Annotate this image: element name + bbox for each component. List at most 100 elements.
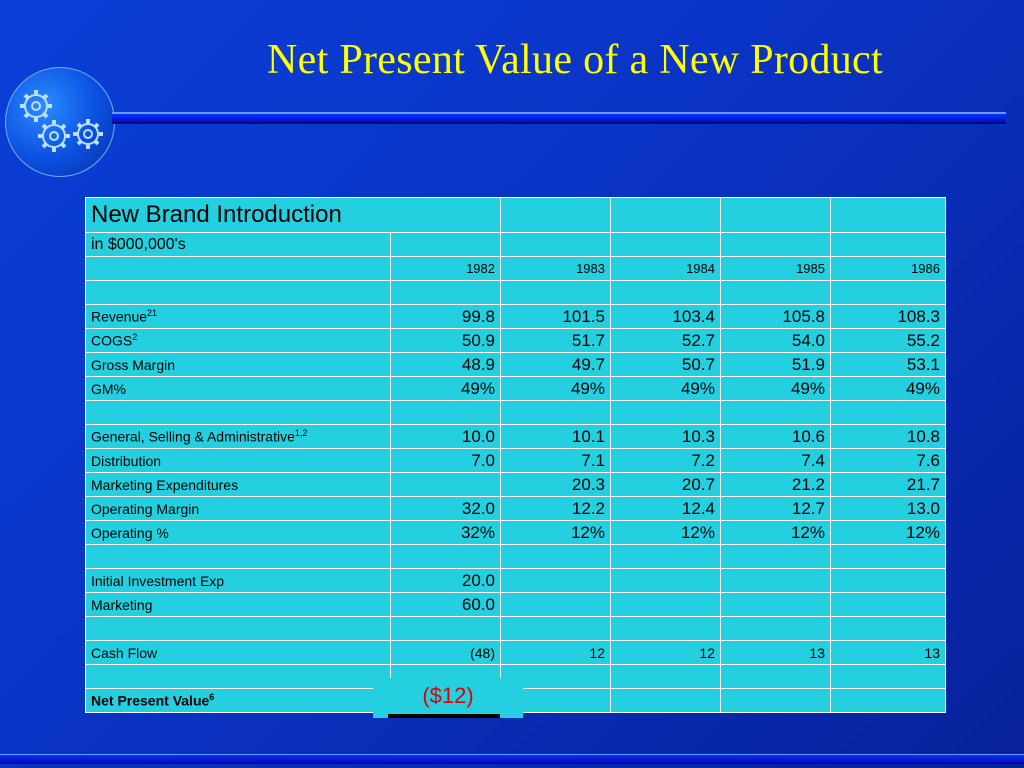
years-row: 1982 1983 1984 1985 1986 [85, 256, 946, 281]
value-cell [610, 592, 721, 617]
value-cell: 7.2 [610, 448, 721, 473]
value-cell: 20.3 [500, 472, 611, 497]
row-label: Marketing Expenditures [85, 472, 391, 497]
value-cell: 48.9 [390, 352, 501, 377]
value-cell: 52.7 [610, 328, 721, 353]
table-row: Initial Investment Exp 20.0 [85, 568, 946, 593]
year-header: 1983 [500, 256, 611, 281]
value-cell [720, 568, 831, 593]
value-cell: 7.1 [500, 448, 611, 473]
spacer-row [85, 544, 946, 569]
spacer-row [85, 280, 946, 305]
value-cell: 108.3 [830, 304, 946, 329]
value-cell: 7.6 [830, 448, 946, 473]
spacer-row [85, 400, 946, 425]
table-row: Operating % 32% 12% 12% 12% 12% [85, 520, 946, 545]
row-label: Operating Margin [85, 496, 391, 521]
value-cell: 7.0 [390, 448, 501, 473]
value-cell: 50.7 [610, 352, 721, 377]
table-row: Marketing 60.0 [85, 592, 946, 617]
value-cell: 7.4 [720, 448, 831, 473]
value-cell: 55.2 [830, 328, 946, 353]
value-cell: 60.0 [390, 592, 501, 617]
table-row: Cash Flow (48) 12 12 13 13 [85, 640, 946, 665]
value-cell [500, 568, 611, 593]
value-cell [830, 568, 946, 593]
table-row: Distribution 7.0 7.1 7.2 7.4 7.6 [85, 448, 946, 473]
footnote-marker: 21 [147, 308, 158, 319]
footnote-marker: 2 [132, 332, 138, 343]
value-cell [610, 568, 721, 593]
value-cell: 105.8 [720, 304, 831, 329]
value-cell: 12% [500, 520, 611, 545]
npv-underline [388, 714, 500, 718]
value-cell: 12 [500, 640, 611, 665]
value-cell: 49% [500, 376, 611, 401]
value-cell: 13 [720, 640, 831, 665]
row-label: GM% [85, 376, 391, 401]
value-cell: 13 [830, 640, 946, 665]
row-label: Initial Investment Exp [85, 568, 391, 593]
row-label: Marketing [85, 592, 391, 617]
value-cell [830, 592, 946, 617]
value-cell: 10.0 [390, 424, 501, 449]
value-cell: 21.7 [830, 472, 946, 497]
table-row: General, Selling & Administrative1,2 10.0… [85, 424, 946, 449]
row-label: General, Selling & Administrative1,2 [85, 424, 391, 449]
row-label: Operating % [85, 520, 391, 545]
gears-logo-icon [5, 67, 115, 177]
value-cell: 53.1 [830, 352, 946, 377]
row-label: COGS2 [85, 328, 391, 353]
value-cell: 101.5 [500, 304, 611, 329]
value-cell: 20.7 [610, 472, 721, 497]
table-row: Revenue21 99.8 101.5 103.4 105.8 108.3 [85, 304, 946, 329]
row-label: Gross Margin [85, 352, 391, 377]
value-cell: 12 [610, 640, 721, 665]
value-cell: 12% [720, 520, 831, 545]
units-label: in $000,000's [85, 232, 391, 257]
value-cell [390, 472, 501, 497]
value-cell: 49.7 [500, 352, 611, 377]
value-cell: 20.0 [390, 568, 501, 593]
slide-title: Net Present Value of a New Product [267, 37, 883, 83]
row-label: Distribution [85, 448, 391, 473]
value-cell: 49% [610, 376, 721, 401]
npv-value: ($12) [373, 678, 523, 718]
footer-rule [0, 754, 1024, 764]
table-row: COGS2 50.9 51.7 52.7 54.0 55.2 [85, 328, 946, 353]
value-cell: 49% [720, 376, 831, 401]
value-cell [720, 592, 831, 617]
value-cell: 12% [830, 520, 946, 545]
value-cell: 51.7 [500, 328, 611, 353]
value-cell: 103.4 [610, 304, 721, 329]
table-row: Marketing Expenditures 20.3 20.7 21.2 21.7 [85, 472, 946, 497]
spacer-row [85, 616, 946, 641]
value-cell: 12% [610, 520, 721, 545]
value-cell: 51.9 [720, 352, 831, 377]
value-cell: 12.2 [500, 496, 611, 521]
units-row: in $000,000's [85, 232, 946, 257]
value-cell: 21.2 [720, 472, 831, 497]
title-rule [112, 112, 1006, 124]
value-cell: 32.0 [390, 496, 501, 521]
table-row: GM% 49% 49% 49% 49% 49% [85, 376, 946, 401]
year-header: 1985 [720, 256, 831, 281]
value-cell [500, 592, 611, 617]
value-cell: 49% [390, 376, 501, 401]
value-cell: 49% [830, 376, 946, 401]
table-heading: New Brand Introduction [85, 197, 501, 233]
table-row: Gross Margin 48.9 49.7 50.7 51.9 53.1 [85, 352, 946, 377]
financial-table: New Brand Introduction in $000,000's 198… [85, 197, 946, 713]
row-label: Cash Flow [85, 640, 391, 665]
year-header: 1986 [830, 256, 946, 281]
value-cell: 13.0 [830, 496, 946, 521]
value-cell: 99.8 [390, 304, 501, 329]
table-row: Operating Margin 32.0 12.2 12.4 12.7 13.0 [85, 496, 946, 521]
year-header: 1982 [390, 256, 501, 281]
value-cell: (48) [390, 640, 501, 665]
footnote-marker: 1,2 [294, 428, 308, 439]
npv-label: Net Present Value6 [85, 688, 391, 713]
row-label: Revenue21 [85, 304, 391, 329]
value-cell: 12.7 [720, 496, 831, 521]
value-cell: 10.8 [830, 424, 946, 449]
